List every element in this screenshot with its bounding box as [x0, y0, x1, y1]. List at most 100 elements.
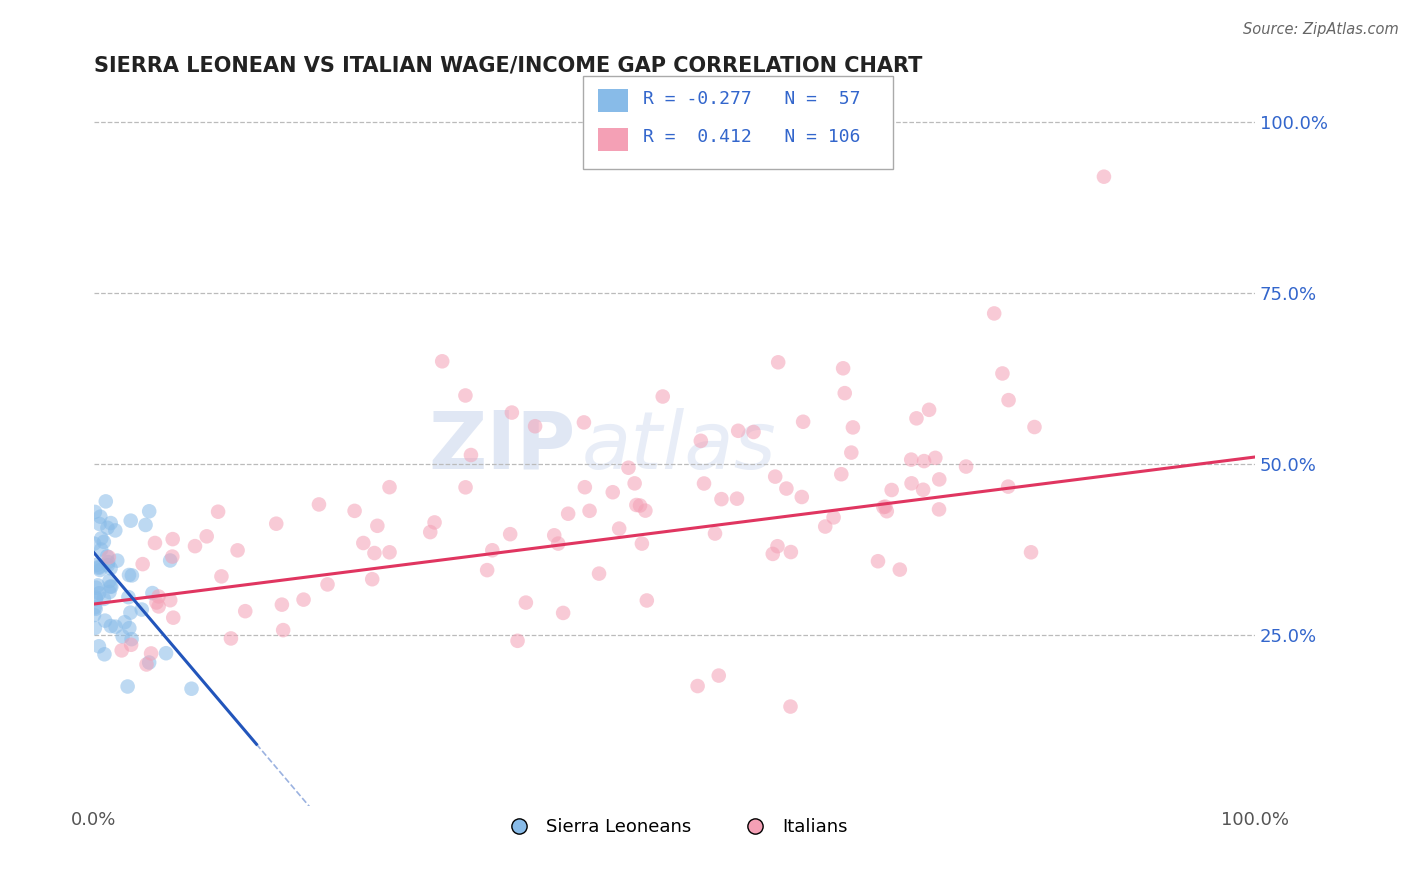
Point	[766, 355, 789, 369]
Point	[626, 498, 648, 512]
Point	[135, 657, 157, 672]
Point	[725, 491, 748, 506]
Point	[602, 485, 624, 500]
Point	[572, 416, 595, 430]
Point	[686, 679, 709, 693]
Point	[880, 483, 903, 497]
Point	[543, 528, 565, 542]
Point	[553, 606, 575, 620]
Point	[955, 459, 977, 474]
Point	[775, 482, 797, 496]
Point	[264, 516, 287, 531]
Point	[195, 529, 218, 543]
Point	[790, 490, 813, 504]
Point	[93, 535, 115, 549]
Point	[89, 516, 111, 531]
Point	[148, 590, 170, 604]
Point	[84, 601, 107, 615]
Point	[924, 450, 946, 465]
Point	[145, 595, 167, 609]
Point	[139, 647, 162, 661]
Text: SIERRA LEONEAN VS ITALIAN WAGE/INCOME GAP CORRELATION CHART: SIERRA LEONEAN VS ITALIAN WAGE/INCOME GA…	[94, 55, 922, 75]
Point	[270, 598, 292, 612]
Point	[689, 434, 711, 448]
Point	[792, 415, 814, 429]
Point	[97, 555, 120, 569]
Point	[515, 596, 537, 610]
Point	[352, 536, 374, 550]
Point	[983, 306, 1005, 320]
Point	[131, 602, 153, 616]
Point	[727, 424, 749, 438]
Point	[636, 593, 658, 607]
Point	[96, 549, 118, 564]
Text: atlas: atlas	[582, 408, 776, 486]
Point	[117, 680, 139, 694]
Point	[138, 656, 160, 670]
Point	[84, 592, 107, 607]
Point	[704, 526, 727, 541]
Point	[120, 514, 142, 528]
Point	[98, 585, 121, 599]
Point	[1024, 420, 1046, 434]
Point	[912, 454, 935, 468]
Point	[84, 591, 107, 605]
Point	[180, 681, 202, 696]
Point	[86, 558, 108, 572]
Point	[1092, 169, 1115, 184]
Point	[97, 550, 120, 565]
Point	[607, 522, 630, 536]
Point	[83, 600, 105, 615]
Point	[97, 558, 120, 573]
Point	[918, 402, 941, 417]
Point	[104, 620, 127, 634]
Point	[866, 554, 889, 568]
Point	[454, 480, 477, 494]
Point	[991, 367, 1014, 381]
Point	[308, 498, 330, 512]
Point	[117, 590, 139, 604]
Point	[834, 386, 856, 401]
Point	[460, 448, 482, 462]
Point	[588, 566, 610, 581]
Point	[423, 516, 446, 530]
Point	[120, 606, 142, 620]
Point	[159, 553, 181, 567]
Point	[138, 504, 160, 518]
Point	[316, 577, 339, 591]
Point	[120, 638, 142, 652]
Point	[118, 568, 141, 582]
Point	[343, 504, 366, 518]
Point	[524, 419, 547, 434]
Point	[762, 547, 785, 561]
Point	[111, 643, 134, 657]
Text: ZIP: ZIP	[429, 408, 575, 486]
Point	[100, 580, 122, 594]
Point	[121, 568, 143, 582]
Point	[378, 545, 401, 559]
Point	[233, 604, 256, 618]
Point	[617, 460, 640, 475]
Point	[707, 668, 730, 682]
Point	[93, 591, 115, 606]
Point	[87, 640, 110, 654]
Point	[89, 586, 111, 600]
Point	[94, 614, 117, 628]
Point	[84, 581, 107, 595]
Point	[912, 483, 935, 497]
Point	[651, 390, 673, 404]
Point	[93, 648, 115, 662]
Point	[780, 545, 803, 559]
Point	[710, 492, 733, 507]
Point	[454, 388, 477, 402]
Point	[578, 504, 600, 518]
Point	[499, 527, 522, 541]
Point	[83, 608, 105, 623]
Point	[547, 536, 569, 550]
Point	[100, 561, 122, 575]
Point	[997, 393, 1019, 408]
Point	[104, 524, 127, 538]
Point	[94, 494, 117, 508]
Point	[207, 505, 229, 519]
Point	[766, 539, 789, 553]
